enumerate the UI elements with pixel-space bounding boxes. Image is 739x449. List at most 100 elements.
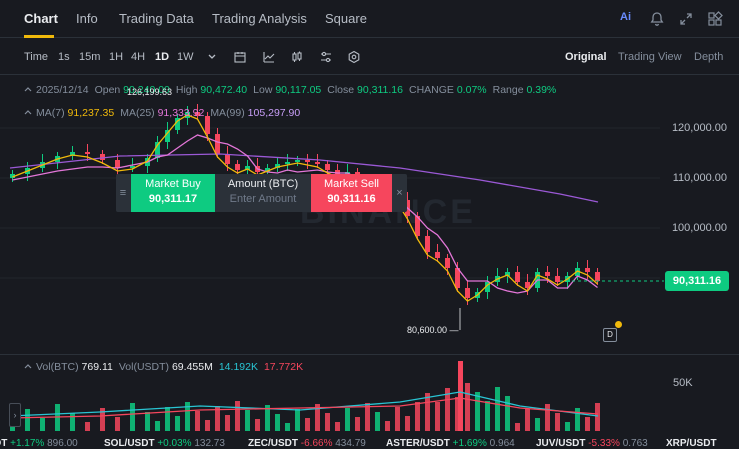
range-label: Range	[492, 84, 524, 96]
settings-sliders-icon[interactable]	[319, 50, 333, 64]
tab-trading-data[interactable]: Trading Data	[119, 11, 194, 26]
ticker-item[interactable]: JUV/USDT -5.33% 0.763	[536, 438, 648, 449]
candle	[85, 152, 90, 154]
change-value: 0.07%	[456, 84, 487, 96]
bell-icon[interactable]	[649, 11, 665, 27]
indicator-icon[interactable]	[262, 50, 276, 64]
current-price-tag: 90,311.16	[665, 271, 729, 291]
amount-input[interactable]: Enter Amount	[229, 193, 297, 205]
candle	[165, 130, 170, 142]
candle	[100, 154, 105, 160]
volume-bar	[355, 417, 360, 431]
candle	[455, 268, 460, 288]
expand-icon[interactable]	[678, 11, 694, 27]
candle	[575, 268, 580, 276]
grid-icon[interactable]	[707, 11, 723, 27]
collapse-chevron-icon[interactable]	[24, 109, 32, 117]
ma99-value: 105,297.90	[247, 107, 301, 119]
candle	[485, 282, 490, 292]
ticker-price: 0.964	[489, 438, 515, 449]
volume-bar	[575, 408, 580, 431]
amount-title: Amount (BTC)	[227, 178, 299, 190]
tab-trading-analysis[interactable]: Trading Analysis	[212, 11, 307, 26]
timeframe-1h[interactable]: 1H	[109, 51, 124, 63]
tab-chart[interactable]: Chart	[24, 11, 58, 26]
candle	[245, 166, 250, 170]
ticker-price: 434.79	[335, 438, 366, 449]
view-trading-view[interactable]: Trading View	[618, 51, 682, 63]
vol-ma2-value: 17.772K	[263, 361, 304, 373]
tab-info[interactable]: Info	[76, 11, 98, 26]
vol-ma1-value: 14.192K	[218, 361, 258, 373]
tab-square[interactable]: Square	[325, 11, 367, 26]
ticker-item[interactable]: ASTER/USDT +1.69% 0.964	[386, 438, 515, 449]
candle	[295, 160, 300, 162]
open-value: 90,240.00	[123, 84, 170, 96]
drag-handle-icon[interactable]: ≡	[119, 187, 127, 199]
view-original[interactable]: Original	[565, 51, 607, 63]
high-marker-label: 126,199.63	[127, 87, 173, 97]
candle	[505, 272, 510, 276]
candle	[265, 168, 270, 172]
market-buy-title: Market Buy	[145, 178, 201, 190]
collapse-chevron-icon[interactable]	[24, 86, 32, 94]
volume-bar	[415, 402, 420, 431]
ticker-item[interactable]: SOL/USDT +0.03% 132.73	[104, 438, 225, 449]
ticker-change: -6.66%	[298, 438, 336, 449]
volume-bar	[455, 397, 460, 431]
market-sell-button[interactable]: Market Sell 90,311.16	[311, 174, 392, 212]
close-icon[interactable]: ×	[396, 187, 403, 199]
candle	[435, 252, 440, 258]
volume-bar	[85, 422, 90, 431]
collapse-chevron-icon[interactable]	[24, 363, 32, 371]
close-value: 90,311.16	[357, 84, 403, 96]
timeframe-1w[interactable]: 1W	[177, 51, 194, 63]
ma-legend: MA(7) 91,237.35 MA(25) 91,333.92 MA(99) 10…	[24, 107, 300, 119]
market-sell-price: 90,311.16	[327, 193, 376, 205]
candle	[425, 236, 430, 252]
candlestick-chart[interactable]: BINANCE	[0, 76, 739, 449]
gear-icon[interactable]	[347, 50, 361, 64]
candle	[115, 160, 120, 168]
market-buy-button[interactable]: Market Buy 90,311.17	[131, 174, 215, 212]
candle	[415, 216, 420, 236]
volume-bar	[40, 418, 45, 431]
view-depth[interactable]: Depth	[694, 51, 724, 63]
ticker-item[interactable]: ZEC/USDT -6.66% 434.79	[248, 438, 366, 449]
ticker-item[interactable]: DT +1.17% 896.00	[0, 438, 78, 449]
ma25-label: MA(25)	[120, 107, 155, 119]
timeframe-1d[interactable]: 1D	[155, 51, 170, 63]
chevron-down-icon[interactable]	[205, 50, 219, 64]
low-value: 90,117.05	[275, 84, 322, 96]
volume-bar	[145, 412, 150, 431]
candle	[585, 268, 590, 272]
volume-bar	[155, 421, 160, 431]
timeframe-4h[interactable]: 4H	[131, 51, 146, 63]
volume-bar	[425, 393, 430, 431]
expand-panel-icon[interactable]: ›	[9, 403, 21, 427]
ma99-line	[9, 153, 599, 203]
vol-ma2-line	[9, 397, 599, 419]
ticker-pair: XRP/USDT	[666, 438, 717, 449]
volume-bar	[585, 417, 590, 431]
volume-bar	[458, 361, 463, 431]
candle	[595, 272, 600, 281]
ticker-price: 132.73	[194, 438, 225, 449]
market-buy-price: 90,311.17	[148, 193, 198, 205]
ticker-change: +1.69%	[449, 438, 490, 449]
low-marker-label: 80,600.00 —	[407, 325, 459, 335]
candle-type-icon[interactable]	[290, 50, 304, 64]
ticker-item[interactable]: XRP/USDT	[666, 438, 717, 449]
timeframe-1s[interactable]: 1s	[58, 51, 70, 63]
amount-field[interactable]: Amount (BTC) Enter Amount	[215, 174, 311, 212]
vol-usdt-value: 69.455M	[171, 361, 213, 373]
volume-bar	[130, 403, 135, 431]
calendar-icon[interactable]	[233, 50, 247, 64]
event-marker-icon[interactable]: D	[603, 328, 617, 342]
open-label: Open	[94, 84, 121, 96]
chart-area[interactable]: BINANCE 2025/12/14 Open 90,240.00 High 90,…	[0, 76, 739, 449]
ai-icon[interactable]: Ai	[620, 11, 631, 23]
volume-bar	[385, 421, 390, 431]
timeframe-15m[interactable]: 15m	[79, 51, 101, 63]
ma99-label: MA(99)	[210, 107, 245, 119]
